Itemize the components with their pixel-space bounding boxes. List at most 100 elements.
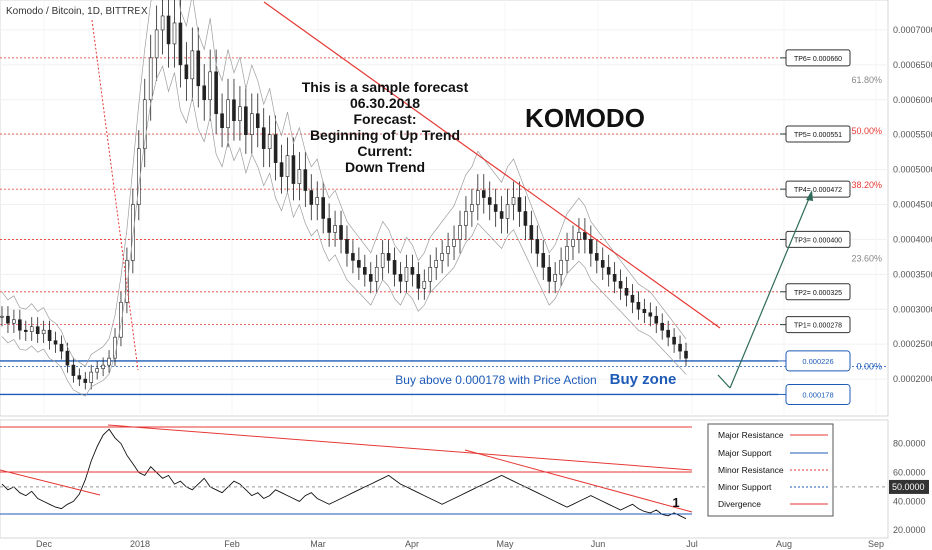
legend-minor-resistance: Minor Resistance — [718, 465, 784, 475]
candle-body — [481, 190, 486, 198]
candle-body — [190, 50, 195, 80]
x-axis: Dec 2018 Feb Mar Apr May Jun Jul Aug Sep — [36, 539, 884, 549]
candle-body — [517, 197, 522, 212]
forecast-note: This is a sample forecast 06.30.2018 For… — [302, 79, 469, 175]
candle-body — [636, 301, 641, 310]
x-tick-label: Feb — [224, 539, 240, 549]
candle-body — [77, 375, 82, 380]
x-tick-label: 2018 — [130, 539, 150, 549]
legend-minor-support: Minor Support — [718, 482, 772, 492]
x-tick-label: Jun — [591, 539, 606, 549]
candle-body — [416, 274, 421, 289]
fib-label: 38.20% — [851, 180, 882, 190]
price-panel — [0, 0, 889, 417]
candle-body — [440, 253, 444, 261]
candle-body — [327, 218, 331, 233]
candle-body — [303, 169, 308, 191]
y-tick-label: 0.00040000 — [893, 234, 932, 244]
target-label: TP3= 0.000400 — [794, 237, 842, 244]
dotted-trend-line — [91, 19, 139, 371]
candle-body — [172, 22, 177, 45]
arrow-leg-down — [717, 374, 731, 389]
note-line-1: This is a sample forecast — [302, 79, 469, 95]
legend-major-support: Major Support — [718, 448, 772, 458]
x-tick-label: Apr — [405, 539, 419, 549]
candle-body — [487, 197, 492, 205]
candle-body — [125, 260, 129, 303]
candle-body — [65, 350, 70, 366]
candle-body — [148, 57, 153, 101]
y-tick-label: 0.00030000 — [893, 304, 932, 314]
candle-body — [374, 267, 379, 282]
candle-body — [119, 301, 123, 338]
candle-body — [291, 155, 296, 184]
note-line-3: Forecast: — [353, 111, 416, 127]
candle-body — [47, 329, 52, 341]
y-tick-label: 0.00020000 — [893, 374, 932, 384]
candle-body — [452, 239, 456, 247]
target-box — [785, 230, 851, 248]
candle-body — [178, 22, 183, 66]
y-tick-label: 0.00060000 — [893, 95, 932, 105]
candle-body — [398, 274, 403, 282]
candle-body — [529, 225, 534, 240]
candle-body — [464, 211, 468, 226]
rsi-legend: Major Resistance Major Support Minor Res… — [707, 423, 834, 517]
candle-body — [351, 253, 355, 261]
rsi-line — [1, 428, 687, 520]
candle-body — [505, 204, 510, 219]
target-label: TP2= 0.000325 — [794, 290, 842, 297]
candle-body — [255, 113, 260, 128]
buy-note: Buy above 0.000178 with Price Action — [395, 373, 596, 387]
target-box — [785, 49, 851, 67]
rsi-current-badge — [889, 479, 929, 494]
target-label: TP6= 0.000660 — [794, 56, 842, 63]
candle-body — [571, 239, 575, 247]
candle-body — [368, 274, 373, 282]
candle-body — [53, 340, 58, 345]
candle-body — [559, 260, 563, 275]
candle-body — [612, 274, 617, 282]
candle-body — [250, 113, 254, 135]
candle-body — [279, 162, 284, 177]
candle-body — [315, 197, 320, 205]
target-label: TP5= 0.000551 — [794, 132, 842, 139]
x-tick-label: Mar — [310, 539, 326, 549]
y-tick-label: 0.00070000 — [893, 25, 932, 35]
candle-body — [541, 253, 546, 268]
note-line-4: Beginning of Up Trend — [310, 127, 460, 143]
candle-body — [208, 71, 212, 101]
candle-body — [131, 204, 135, 261]
x-tick-label: Jul — [686, 539, 698, 549]
candle-body — [642, 308, 647, 314]
divergence-mark: 1 — [672, 495, 679, 510]
candle-body — [624, 288, 629, 296]
candle-body — [547, 267, 552, 282]
candle-body — [238, 106, 242, 122]
target-box — [785, 125, 851, 143]
candle-body — [380, 253, 385, 268]
chart-header: Komodo / Bitcoin, 1D, BITTREX — [6, 6, 148, 17]
candles — [0, 0, 688, 397]
fibonacci-labels: 61.80% 50.00% 38.20% 23.60% 0.00% — [851, 75, 882, 371]
candle-body — [83, 378, 88, 383]
candle-body — [107, 357, 111, 366]
rsi-tick-label: 60.0000 — [893, 468, 926, 478]
candle-body — [678, 343, 682, 352]
candle-body — [23, 329, 28, 332]
x-tick-label: Dec — [36, 539, 53, 549]
rsi-current-label: 50.0000 — [892, 482, 925, 492]
candle-body — [12, 319, 16, 324]
bollinger-lower — [1, 65, 687, 397]
candle-body — [428, 267, 433, 282]
candle-body — [285, 155, 290, 177]
candle-body — [470, 204, 474, 212]
candle-body — [261, 127, 266, 149]
candle-body — [333, 225, 337, 233]
x-tick-label: Aug — [776, 539, 792, 549]
candle-body — [648, 312, 653, 317]
candle-body — [6, 315, 10, 324]
note-line-5: Current: — [357, 143, 412, 159]
candle-body — [446, 246, 450, 254]
